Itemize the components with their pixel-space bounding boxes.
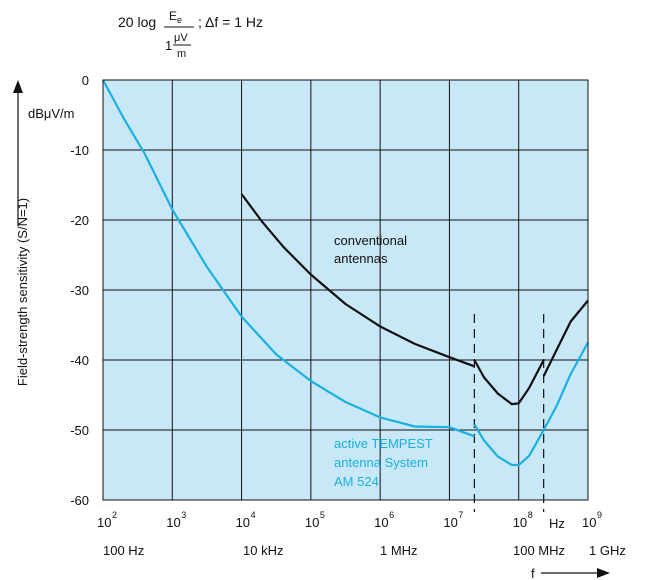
series-conventional-line xyxy=(542,299,589,377)
x-tick-exponent: 7 xyxy=(458,510,463,520)
x-unit-label: Hz xyxy=(549,516,565,531)
y-tick-label: -20 xyxy=(70,213,89,228)
freq-label-1mhz: 1 MHz xyxy=(380,543,418,558)
x-tick-exponent: 6 xyxy=(389,510,394,520)
x-axis-label: f xyxy=(531,566,535,580)
x-tick-exponent: 9 xyxy=(597,510,602,520)
formula-numerator: E xyxy=(169,9,177,23)
plot-frame xyxy=(102,79,589,501)
x-tick-label: 10 xyxy=(166,515,180,530)
x-tick-exponent: 2 xyxy=(112,510,117,520)
y-tick-label: -10 xyxy=(70,143,89,158)
x-tick-label: 10 xyxy=(582,515,596,530)
x-tick-exponent: 8 xyxy=(528,510,533,520)
freq-label-100mhz: 100 MHz xyxy=(513,543,565,558)
y-tick-label: -60 xyxy=(70,493,89,508)
dashed-markers xyxy=(473,314,545,512)
x-tick-exponent: 5 xyxy=(320,510,325,520)
formula-numerator-sub: e xyxy=(177,15,182,25)
y-unit-label: dBμV/m xyxy=(28,106,75,121)
series-tempest-line xyxy=(102,79,475,438)
annotation-tempest-antenna: active TEMPEST antenna System AM 524 xyxy=(334,436,433,489)
y-tick-label: -40 xyxy=(70,353,89,368)
formula-denominator-den: m xyxy=(177,48,186,60)
formula-denominator: 1 xyxy=(165,38,172,53)
x-tick-labels: 10 2 10 3 10 4 10 5 10 6 10 7 10 8 10 9 xyxy=(97,510,602,530)
y-tick-label: -50 xyxy=(70,423,89,438)
series-tempest-line xyxy=(473,423,545,467)
series-tempest-line xyxy=(542,341,589,431)
freq-label-10khz: 10 kHz xyxy=(243,543,283,558)
formula-prefix: 20 log xyxy=(118,14,156,30)
x-tick-label: 10 xyxy=(305,515,319,530)
x-tick-exponent: 3 xyxy=(181,510,186,520)
formula: 20 log E e 1 μV m ; Δf = 1 Hz xyxy=(118,9,263,60)
x-tick-label: 10 xyxy=(374,515,388,530)
y-tick-label: -30 xyxy=(70,283,89,298)
x-tick-label: 10 xyxy=(97,515,111,530)
x-tick-label: 10 xyxy=(236,515,250,530)
y-tick-labels: 0 -10 -20 -30 -40 -50 -60 xyxy=(70,73,89,508)
freq-label-100hz: 100 Hz xyxy=(103,543,144,558)
x-tick-label: 10 xyxy=(513,515,527,530)
annotation-line: AM 524 xyxy=(334,474,379,489)
annotation-line: conventional xyxy=(334,233,407,248)
x-axis-arrow-head xyxy=(597,568,610,578)
freq-label-1ghz: 1 GHz xyxy=(589,543,626,558)
x-tick-exponent: 4 xyxy=(251,510,256,520)
formula-suffix: ; Δf = 1 Hz xyxy=(198,14,263,30)
series-conventional-line xyxy=(240,193,475,368)
annotation-line: antennas xyxy=(334,251,388,266)
formula-denominator-num: μV xyxy=(174,32,188,44)
y-tick-label: 0 xyxy=(82,73,89,88)
annotation-conventional-antennas: conventional antennas xyxy=(334,233,407,266)
annotation-line: antenna System xyxy=(334,455,428,470)
series-lines xyxy=(102,79,589,467)
x-tick-label: 10 xyxy=(443,515,457,530)
series-conventional-line xyxy=(473,359,545,406)
annotation-line: active TEMPEST xyxy=(334,436,433,451)
y-axis-label: Field-strength sensitivity (S/N=1) xyxy=(15,198,30,386)
y-axis-arrow-head xyxy=(13,80,23,93)
